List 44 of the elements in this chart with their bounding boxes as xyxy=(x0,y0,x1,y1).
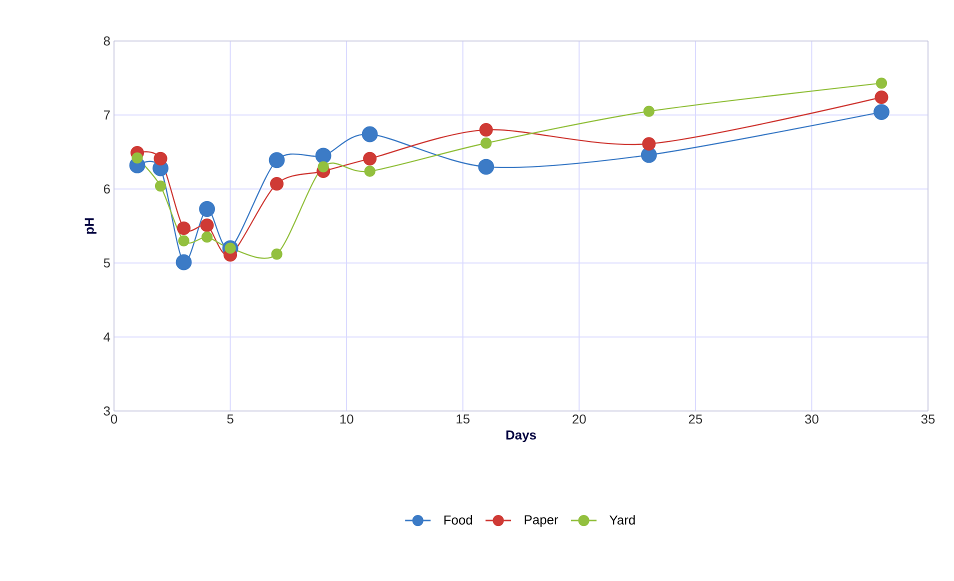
point xyxy=(199,201,215,217)
x-tick-label: 0 xyxy=(110,414,118,424)
y-tick-label: 7 xyxy=(104,110,110,120)
y-tick-label: 5 xyxy=(104,258,110,268)
legend-label: Food xyxy=(444,515,472,525)
point xyxy=(315,148,332,164)
point xyxy=(480,138,492,149)
x-tick-label: 15 xyxy=(456,414,470,424)
legend-label: Paper xyxy=(524,515,558,527)
point xyxy=(271,248,282,260)
y-tick-label: 4 xyxy=(104,332,110,342)
y-tick-label: 8 xyxy=(104,36,110,46)
y-tick-label: 3 xyxy=(104,406,110,416)
point xyxy=(201,232,213,243)
point xyxy=(177,221,191,235)
point xyxy=(318,161,329,172)
point xyxy=(363,152,377,166)
point xyxy=(200,218,214,232)
y-axis-title: pH xyxy=(84,218,96,234)
point xyxy=(874,104,890,120)
x-tick-label: 5 xyxy=(227,414,234,424)
point xyxy=(362,126,378,142)
x-tick-label: 35 xyxy=(921,414,935,424)
point xyxy=(176,254,192,270)
point xyxy=(154,152,168,166)
point xyxy=(478,158,494,175)
x-tick-label: 25 xyxy=(688,414,702,424)
x-axis-title: Days xyxy=(506,430,536,442)
point xyxy=(132,152,143,164)
x-tick-label: 30 xyxy=(805,414,818,424)
y-tick-label: 6 xyxy=(104,184,110,194)
point xyxy=(270,177,284,191)
point xyxy=(874,90,888,104)
point xyxy=(178,235,190,246)
point xyxy=(154,180,166,192)
point xyxy=(268,152,285,168)
point xyxy=(643,106,654,117)
point xyxy=(364,166,376,177)
x-tick-label: 10 xyxy=(340,414,354,424)
point xyxy=(642,137,656,151)
point xyxy=(876,78,888,89)
legend-label: Yard xyxy=(610,515,635,525)
x-tick-label: 20 xyxy=(572,414,586,424)
point xyxy=(479,123,493,137)
